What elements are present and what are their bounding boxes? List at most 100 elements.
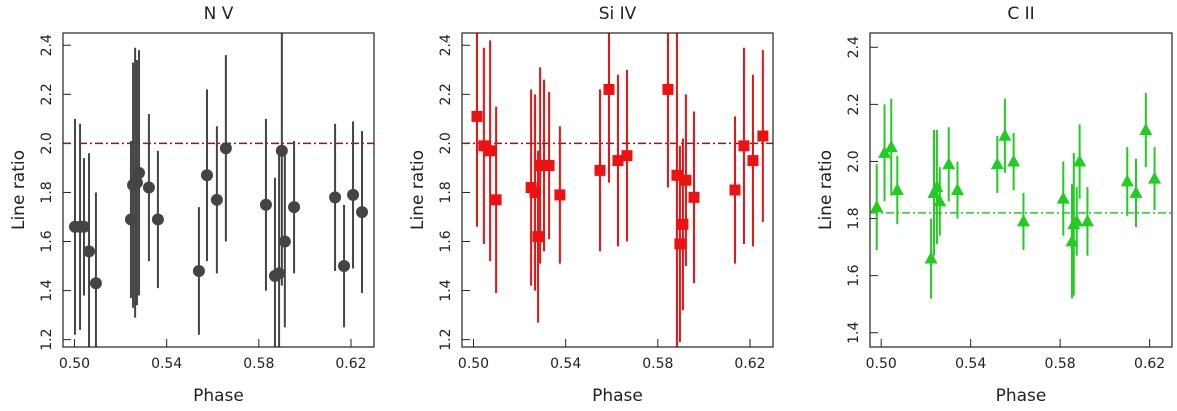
marker: [347, 188, 360, 201]
x-tick-label: 0.50: [866, 356, 897, 372]
y-tick-label: 2.0: [438, 132, 454, 154]
marker: [532, 231, 544, 243]
marker: [288, 201, 301, 214]
marker: [1016, 214, 1030, 227]
marker: [950, 183, 964, 195]
y-tick-label: 2.4: [438, 34, 454, 56]
marker: [612, 155, 624, 167]
marker: [77, 220, 90, 233]
y-tick-label: 1.4: [846, 322, 862, 344]
chart-title: Si IV: [599, 4, 637, 24]
x-axis-label: Phase: [592, 386, 643, 406]
x-tick-label: 0.62: [335, 356, 366, 372]
marker: [329, 191, 342, 204]
marker: [338, 260, 351, 273]
marker: [1120, 174, 1134, 187]
marker: [729, 184, 741, 196]
marker: [83, 245, 96, 258]
y-tick-label: 2.2: [846, 93, 862, 115]
y-axis-label: Line ratio: [408, 150, 428, 230]
x-tick-label: 0.54: [550, 356, 581, 372]
marker: [543, 159, 555, 171]
marker: [998, 128, 1012, 141]
marker: [1139, 123, 1153, 136]
marker: [594, 164, 606, 176]
marker: [278, 235, 291, 248]
marker: [890, 183, 904, 195]
x-tick-label: 0.50: [458, 356, 489, 372]
chart-title: N V: [204, 4, 234, 24]
marker: [930, 180, 944, 193]
y-axis-label: Line ratio: [816, 150, 836, 230]
marker: [990, 157, 1004, 170]
marker: [484, 145, 496, 157]
x-tick-label: 0.50: [59, 356, 90, 372]
marker: [747, 155, 759, 167]
marker: [89, 277, 102, 290]
x-axis-label: Phase: [996, 386, 1047, 406]
x-tick-label: 0.62: [734, 356, 765, 372]
marker: [219, 142, 232, 155]
marker: [200, 169, 213, 182]
marker: [662, 83, 674, 95]
plot-area: [870, 92, 1172, 299]
y-tick-label: 2.0: [846, 150, 862, 172]
plot-frame: [461, 32, 774, 348]
marker: [924, 251, 938, 264]
marker: [671, 169, 683, 181]
y-tick-label: 1.2: [39, 329, 55, 351]
x-tick-label: 0.62: [1134, 356, 1165, 372]
x-axis-label: Phase: [193, 386, 244, 406]
marker: [151, 213, 164, 226]
y-tick-label: 1.8: [438, 181, 454, 203]
marker: [471, 110, 483, 122]
y-tick-label: 1.4: [39, 279, 55, 301]
marker: [884, 140, 898, 153]
marker: [1070, 214, 1084, 227]
plot-area: [63, 33, 374, 347]
marker: [757, 130, 769, 142]
marker: [621, 150, 633, 162]
marker: [878, 145, 892, 158]
x-tick-label: 0.58: [1045, 356, 1076, 372]
marker: [942, 157, 956, 170]
y-tick-label: 2.2: [438, 83, 454, 105]
y-tick-label: 2.4: [846, 36, 862, 58]
y-tick-label: 2.4: [39, 34, 55, 56]
y-tick-label: 1.6: [846, 264, 862, 286]
y-tick-label: 1.6: [39, 230, 55, 252]
marker: [356, 206, 369, 219]
x-tick-label: 0.58: [243, 356, 274, 372]
marker: [1007, 154, 1021, 167]
marker: [554, 189, 566, 201]
plot-frame: [869, 32, 1173, 348]
y-tick-label: 1.8: [846, 207, 862, 229]
marker: [192, 264, 205, 277]
y-tick-label: 1.8: [39, 181, 55, 203]
marker: [1148, 171, 1162, 184]
plot-area: [462, 33, 773, 347]
marker: [273, 267, 286, 280]
marker: [933, 194, 947, 207]
marker: [738, 140, 750, 152]
y-tick-label: 1.2: [438, 329, 454, 351]
y-axis-label: Line ratio: [9, 150, 29, 230]
marker: [1065, 234, 1079, 247]
marker: [478, 140, 490, 152]
x-tick-label: 0.54: [151, 356, 182, 372]
marker: [688, 191, 700, 203]
marker: [529, 186, 541, 198]
y-tick-label: 2.0: [39, 132, 55, 154]
marker: [210, 193, 223, 206]
marker: [490, 194, 502, 206]
marker: [1073, 154, 1087, 167]
marker: [1080, 214, 1094, 227]
marker: [133, 166, 146, 179]
marker: [275, 144, 288, 157]
marker: [674, 238, 686, 250]
marker: [1056, 191, 1070, 204]
marker: [142, 181, 155, 194]
y-tick-label: 1.4: [438, 279, 454, 301]
marker: [870, 200, 884, 213]
